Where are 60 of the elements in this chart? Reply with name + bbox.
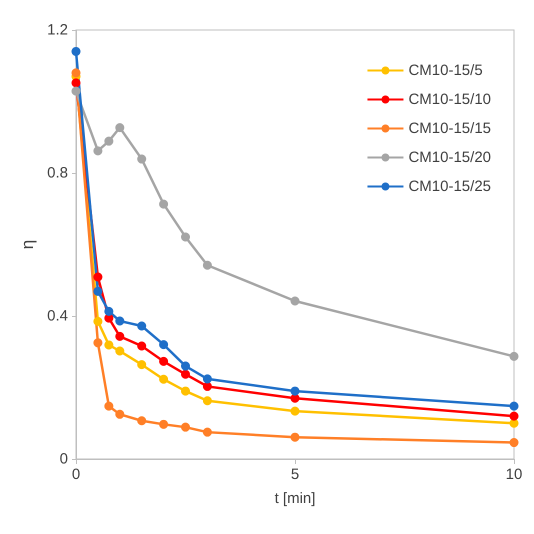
- y-tick-label: 1.2: [47, 22, 68, 38]
- point: [115, 346, 124, 356]
- point: [137, 416, 146, 426]
- point: [290, 432, 300, 442]
- point: [159, 356, 168, 366]
- y-tick-label: 0.4: [47, 308, 68, 324]
- point: [72, 78, 80, 88]
- point: [72, 86, 80, 96]
- x-axis-title: t [min]: [274, 490, 316, 507]
- point: [72, 68, 80, 78]
- point: [290, 386, 300, 396]
- point: [104, 340, 114, 350]
- point: [510, 402, 518, 411]
- x-tick-label: 5: [290, 466, 300, 483]
- point: [181, 362, 190, 371]
- legend-label: CM10-15/10: [408, 91, 492, 108]
- point: [202, 428, 212, 437]
- point: [72, 46, 80, 56]
- point: [104, 402, 114, 411]
- x-tick-label: 10: [506, 466, 522, 483]
- point: [137, 342, 146, 351]
- x-tick-label: 0: [72, 466, 80, 483]
- legend-label: CM10-15/20: [408, 149, 492, 166]
- point: [115, 332, 124, 341]
- legend-label: CM10-15/15: [408, 120, 492, 137]
- point: [137, 322, 146, 331]
- point: [93, 338, 102, 348]
- point: [510, 352, 518, 361]
- point: [181, 370, 190, 379]
- point: [115, 123, 124, 132]
- point: [202, 260, 212, 270]
- point: [159, 340, 168, 350]
- point: [510, 412, 518, 421]
- legend-label: CM10-15/5: [408, 62, 483, 79]
- legend-label: CM10-15/25: [408, 178, 492, 195]
- point: [104, 136, 114, 146]
- point: [93, 272, 102, 282]
- point: [510, 438, 518, 448]
- y-tick-label: 0.8: [47, 164, 68, 182]
- point: [181, 422, 190, 432]
- point: [181, 386, 190, 396]
- point: [159, 374, 168, 384]
- point: [202, 382, 212, 391]
- point: [159, 420, 168, 429]
- point: [202, 396, 212, 406]
- point: [137, 154, 146, 164]
- point: [93, 146, 102, 156]
- point: [115, 316, 124, 326]
- point: [290, 296, 300, 306]
- point: [181, 232, 190, 242]
- point: [137, 360, 146, 370]
- point: [159, 200, 168, 209]
- y-axis-title: η: [18, 240, 38, 250]
- point: [290, 406, 300, 416]
- point: [93, 316, 102, 326]
- point: [202, 374, 212, 384]
- y-tick-label: 0: [60, 450, 68, 468]
- point: [93, 286, 102, 296]
- point: [104, 306, 114, 316]
- point: [115, 410, 124, 419]
